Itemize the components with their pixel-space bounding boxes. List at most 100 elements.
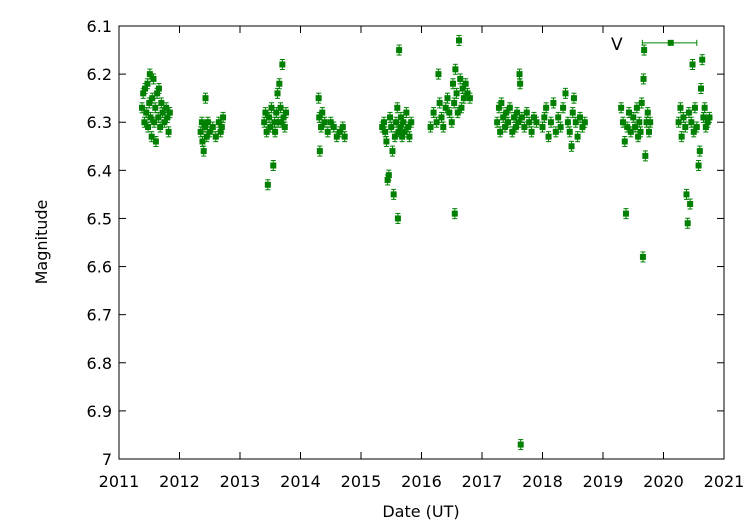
data-point xyxy=(451,208,458,220)
data-point xyxy=(682,121,689,133)
data-point xyxy=(574,131,581,143)
data-point xyxy=(541,111,548,123)
data-point xyxy=(449,78,456,90)
data-points xyxy=(138,34,713,451)
data-point xyxy=(539,121,546,133)
data-point xyxy=(316,145,323,157)
data-point xyxy=(387,111,394,123)
data-point xyxy=(560,102,567,114)
data-point xyxy=(543,102,550,114)
x-tick-label: 2019 xyxy=(583,472,624,491)
data-point xyxy=(155,83,162,95)
x-tick-label: 2020 xyxy=(643,472,684,491)
data-point xyxy=(562,87,569,99)
x-tick-label: 2018 xyxy=(522,472,563,491)
y-tick-label: 6.1 xyxy=(87,17,112,36)
x-tick-label: 2014 xyxy=(280,472,321,491)
data-point xyxy=(166,107,173,119)
data-point xyxy=(268,102,275,114)
data-point xyxy=(528,126,535,138)
y-tick-label: 6.4 xyxy=(87,161,112,180)
data-point xyxy=(552,126,559,138)
legend-marker xyxy=(641,39,698,46)
data-point xyxy=(685,107,692,119)
x-tick-label: 2021 xyxy=(704,472,745,491)
data-point xyxy=(408,116,415,128)
data-point xyxy=(457,73,464,85)
data-point xyxy=(701,102,708,114)
data-point xyxy=(516,68,523,80)
data-point xyxy=(521,121,528,133)
data-point xyxy=(644,107,651,119)
data-point xyxy=(403,107,410,119)
y-tick-label: 7 xyxy=(102,450,112,469)
data-point xyxy=(270,160,277,172)
data-point xyxy=(202,92,209,104)
data-point xyxy=(555,111,562,123)
data-point xyxy=(274,87,281,99)
data-point xyxy=(687,198,694,210)
data-point xyxy=(279,58,286,70)
data-point xyxy=(642,150,649,162)
data-point xyxy=(494,116,501,128)
x-tick-label: 2013 xyxy=(220,472,261,491)
data-point xyxy=(699,54,706,66)
legend: V xyxy=(611,35,698,55)
y-tick-label: 6.7 xyxy=(87,306,112,325)
x-tick-label: 2016 xyxy=(401,472,442,491)
data-point xyxy=(330,121,337,133)
data-point xyxy=(200,145,207,157)
data-point xyxy=(220,111,227,123)
y-tick-label: 6.6 xyxy=(87,258,112,277)
y-tick-label: 6.3 xyxy=(87,113,112,132)
data-point xyxy=(506,102,513,114)
data-point xyxy=(315,92,322,104)
data-point xyxy=(564,116,571,128)
data-point xyxy=(383,135,390,147)
data-point xyxy=(498,97,505,109)
data-point xyxy=(448,116,455,128)
data-point xyxy=(706,111,713,123)
data-point xyxy=(698,83,705,95)
data-point xyxy=(691,102,698,114)
data-point xyxy=(272,126,279,138)
data-point xyxy=(466,92,473,104)
data-point xyxy=(693,121,700,133)
data-point xyxy=(394,212,401,224)
data-point xyxy=(324,126,331,138)
data-point xyxy=(566,126,573,138)
data-point xyxy=(444,92,451,104)
data-point xyxy=(430,107,437,119)
data-point xyxy=(436,97,443,109)
data-point xyxy=(547,116,554,128)
data-point xyxy=(637,126,644,138)
data-point xyxy=(570,92,577,104)
data-point xyxy=(517,78,524,90)
data-point xyxy=(568,140,575,152)
data-point xyxy=(453,87,460,99)
data-point xyxy=(618,102,625,114)
data-point xyxy=(647,116,654,128)
data-point xyxy=(165,126,172,138)
data-point xyxy=(282,107,289,119)
data-point xyxy=(689,58,696,70)
data-point xyxy=(533,116,540,128)
data-point xyxy=(545,131,552,143)
data-point xyxy=(621,135,628,147)
data-point xyxy=(435,68,442,80)
data-point xyxy=(633,102,640,114)
data-point xyxy=(684,217,691,229)
data-point xyxy=(333,131,340,143)
data-point xyxy=(394,102,401,114)
data-point xyxy=(276,78,283,90)
data-point xyxy=(639,251,646,263)
y-tick-labels: 6.1 6.2 6.3 6.4 6.5 6.6 6.7 6.8 6.9 7 xyxy=(87,17,112,469)
x-tick-label: 2012 xyxy=(159,472,200,491)
data-point xyxy=(645,126,652,138)
data-point xyxy=(569,107,576,119)
data-point xyxy=(452,63,459,75)
data-point xyxy=(572,116,579,128)
legend-label: V xyxy=(611,35,623,55)
data-point xyxy=(678,131,685,143)
data-point xyxy=(675,116,682,128)
